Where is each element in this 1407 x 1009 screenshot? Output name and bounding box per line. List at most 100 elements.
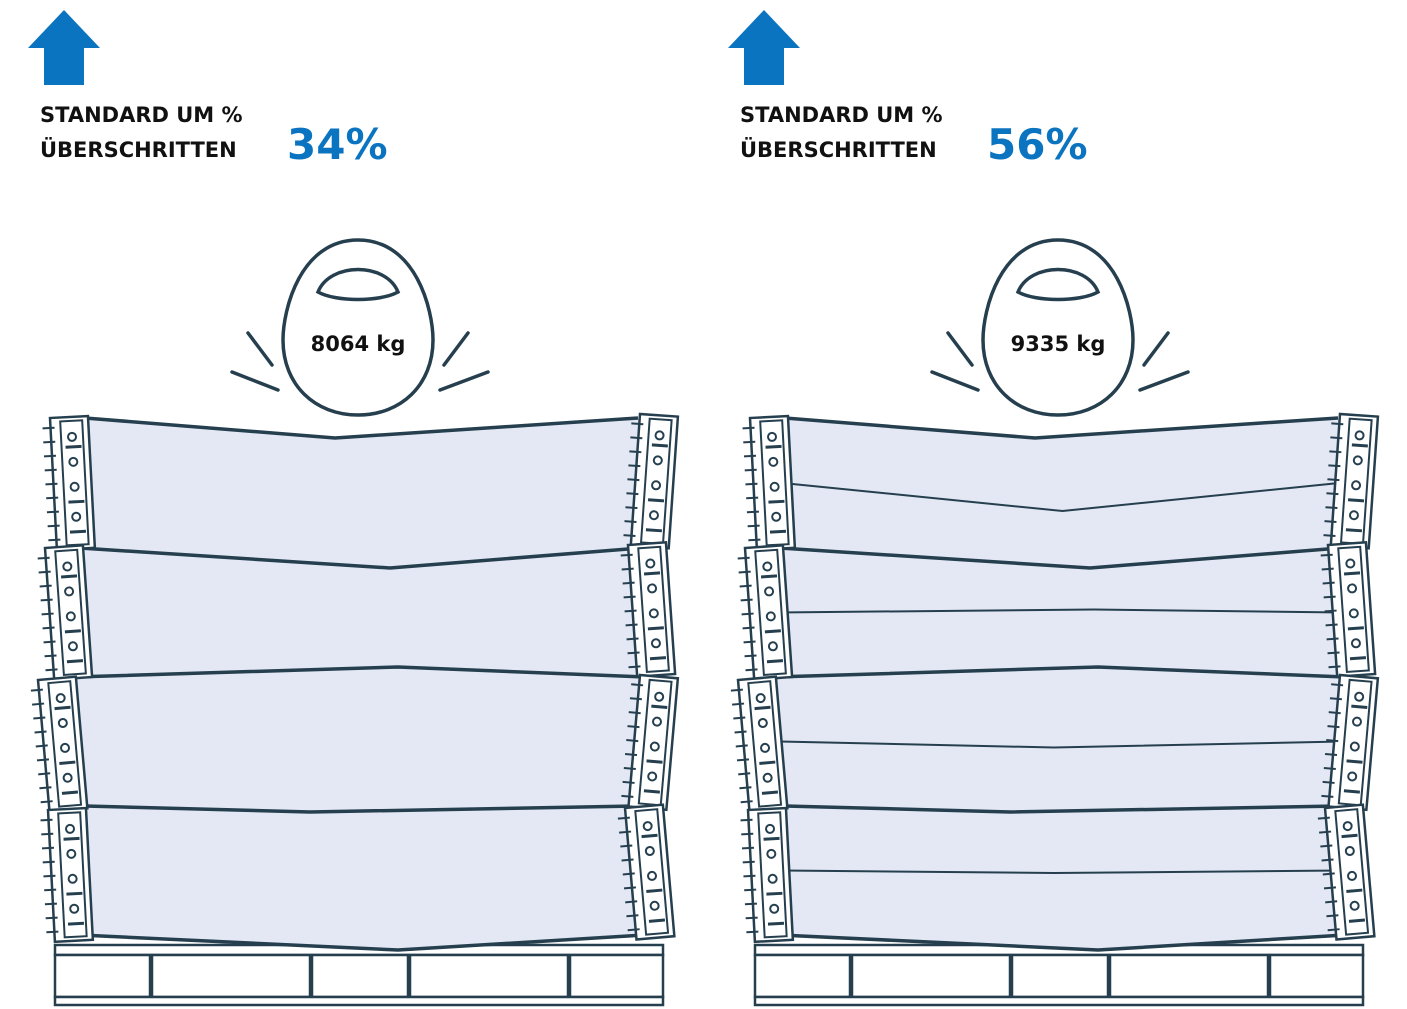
collar-hole xyxy=(647,771,658,782)
collar-tick xyxy=(38,570,51,574)
collar-slot xyxy=(66,659,84,664)
collar-hole xyxy=(57,717,68,728)
collar-slot xyxy=(647,498,665,503)
collar-tick xyxy=(44,654,57,658)
collar-tick xyxy=(622,780,635,784)
percent: 34% xyxy=(287,120,388,169)
pallet-bottom xyxy=(53,995,665,1007)
collar-hole xyxy=(769,481,780,492)
collar-slot xyxy=(1351,704,1368,709)
collar-tick xyxy=(1327,725,1340,729)
collar-slot xyxy=(766,659,784,664)
weight-label: 8064 kg xyxy=(311,332,406,356)
collar-hole xyxy=(649,900,660,911)
collar-tick xyxy=(622,581,635,585)
box-edge xyxy=(779,933,1346,952)
impact-line xyxy=(1142,331,1170,367)
collar-hole xyxy=(771,511,782,522)
collar-tick xyxy=(740,818,753,822)
collar-tick xyxy=(38,772,51,776)
collar-tick xyxy=(621,567,634,571)
collar-hole xyxy=(767,431,778,442)
collar-tick xyxy=(1327,928,1340,932)
collar-tick xyxy=(741,612,754,616)
collar-tick xyxy=(745,482,758,486)
collar-slot xyxy=(1341,833,1358,839)
collar-hole xyxy=(1354,691,1365,702)
collar-tick xyxy=(624,753,638,757)
collar-hole xyxy=(62,772,73,783)
collar-hole xyxy=(67,641,78,652)
collar-hole xyxy=(1349,741,1360,752)
collar-slot xyxy=(63,836,80,841)
collar-slot xyxy=(766,891,783,896)
impact-line xyxy=(930,370,980,392)
collar-tick xyxy=(47,524,60,528)
box-layer xyxy=(775,548,1345,677)
panel: STANDARD UM % ÜBERSCHRITTEN 34% 8064 kg xyxy=(28,10,680,1007)
collar-slot xyxy=(645,528,663,533)
collar-hole xyxy=(1349,900,1360,911)
box-edge xyxy=(79,933,646,952)
collar-tick xyxy=(32,702,45,706)
percent: 56% xyxy=(987,120,1088,169)
collar-tick xyxy=(43,454,57,458)
collar-tick xyxy=(1323,766,1336,770)
collar-slot xyxy=(643,571,661,576)
collar-hole xyxy=(60,742,71,753)
collar-tick xyxy=(1323,534,1336,537)
collar-tick xyxy=(738,772,751,776)
collar-tick xyxy=(1329,697,1342,701)
collar-slot xyxy=(768,499,785,504)
collar-tick xyxy=(1324,609,1337,613)
collar-tick xyxy=(39,584,52,588)
collar-hole xyxy=(1347,870,1358,881)
collar-hole xyxy=(67,873,78,884)
collar-tick xyxy=(1325,900,1338,904)
collar-hole xyxy=(649,741,660,752)
collar-tick xyxy=(1329,450,1342,454)
collar-slot xyxy=(641,833,658,839)
collar-slot xyxy=(1348,918,1366,923)
box-layer xyxy=(780,806,1345,950)
collar-slot xyxy=(68,499,85,504)
collar-hole xyxy=(767,641,778,652)
collar-hole xyxy=(652,455,663,466)
collar-tick xyxy=(43,874,56,878)
collar-tick xyxy=(628,464,641,468)
collar-tick xyxy=(627,725,640,729)
collar-tick xyxy=(629,697,642,701)
collar-hole xyxy=(762,772,773,783)
box-divider xyxy=(777,608,1343,614)
collar-tick xyxy=(742,626,755,630)
collar-tick xyxy=(1323,886,1337,890)
up-arrow xyxy=(728,10,800,85)
collar-hole xyxy=(654,430,665,441)
collar-tick xyxy=(625,900,638,904)
collar-tick xyxy=(744,468,757,472)
collar-hole xyxy=(757,717,768,728)
box-edge xyxy=(779,546,1341,570)
collar-hole xyxy=(765,611,776,622)
collar-tick xyxy=(623,595,636,599)
collar xyxy=(40,806,95,944)
collar-tick xyxy=(1319,830,1332,834)
collar-slot xyxy=(1347,626,1364,631)
collar-tick xyxy=(624,609,637,613)
collar-tick xyxy=(744,888,757,892)
impact-line xyxy=(230,370,280,392)
collar-tick xyxy=(43,440,56,444)
collar-hole xyxy=(1348,608,1359,619)
collar-hole xyxy=(62,561,73,572)
collar-tick xyxy=(742,860,755,864)
collar-tick xyxy=(1320,844,1333,848)
collar-tick xyxy=(1322,780,1335,784)
collar-hole xyxy=(1348,510,1359,521)
collar-slot xyxy=(651,704,668,709)
box-layer xyxy=(75,548,645,677)
collar-tick xyxy=(40,818,53,822)
box-divider xyxy=(779,740,1342,749)
collar-tick xyxy=(622,872,635,876)
collar-tick xyxy=(626,914,639,918)
collar-tick xyxy=(1327,651,1340,655)
